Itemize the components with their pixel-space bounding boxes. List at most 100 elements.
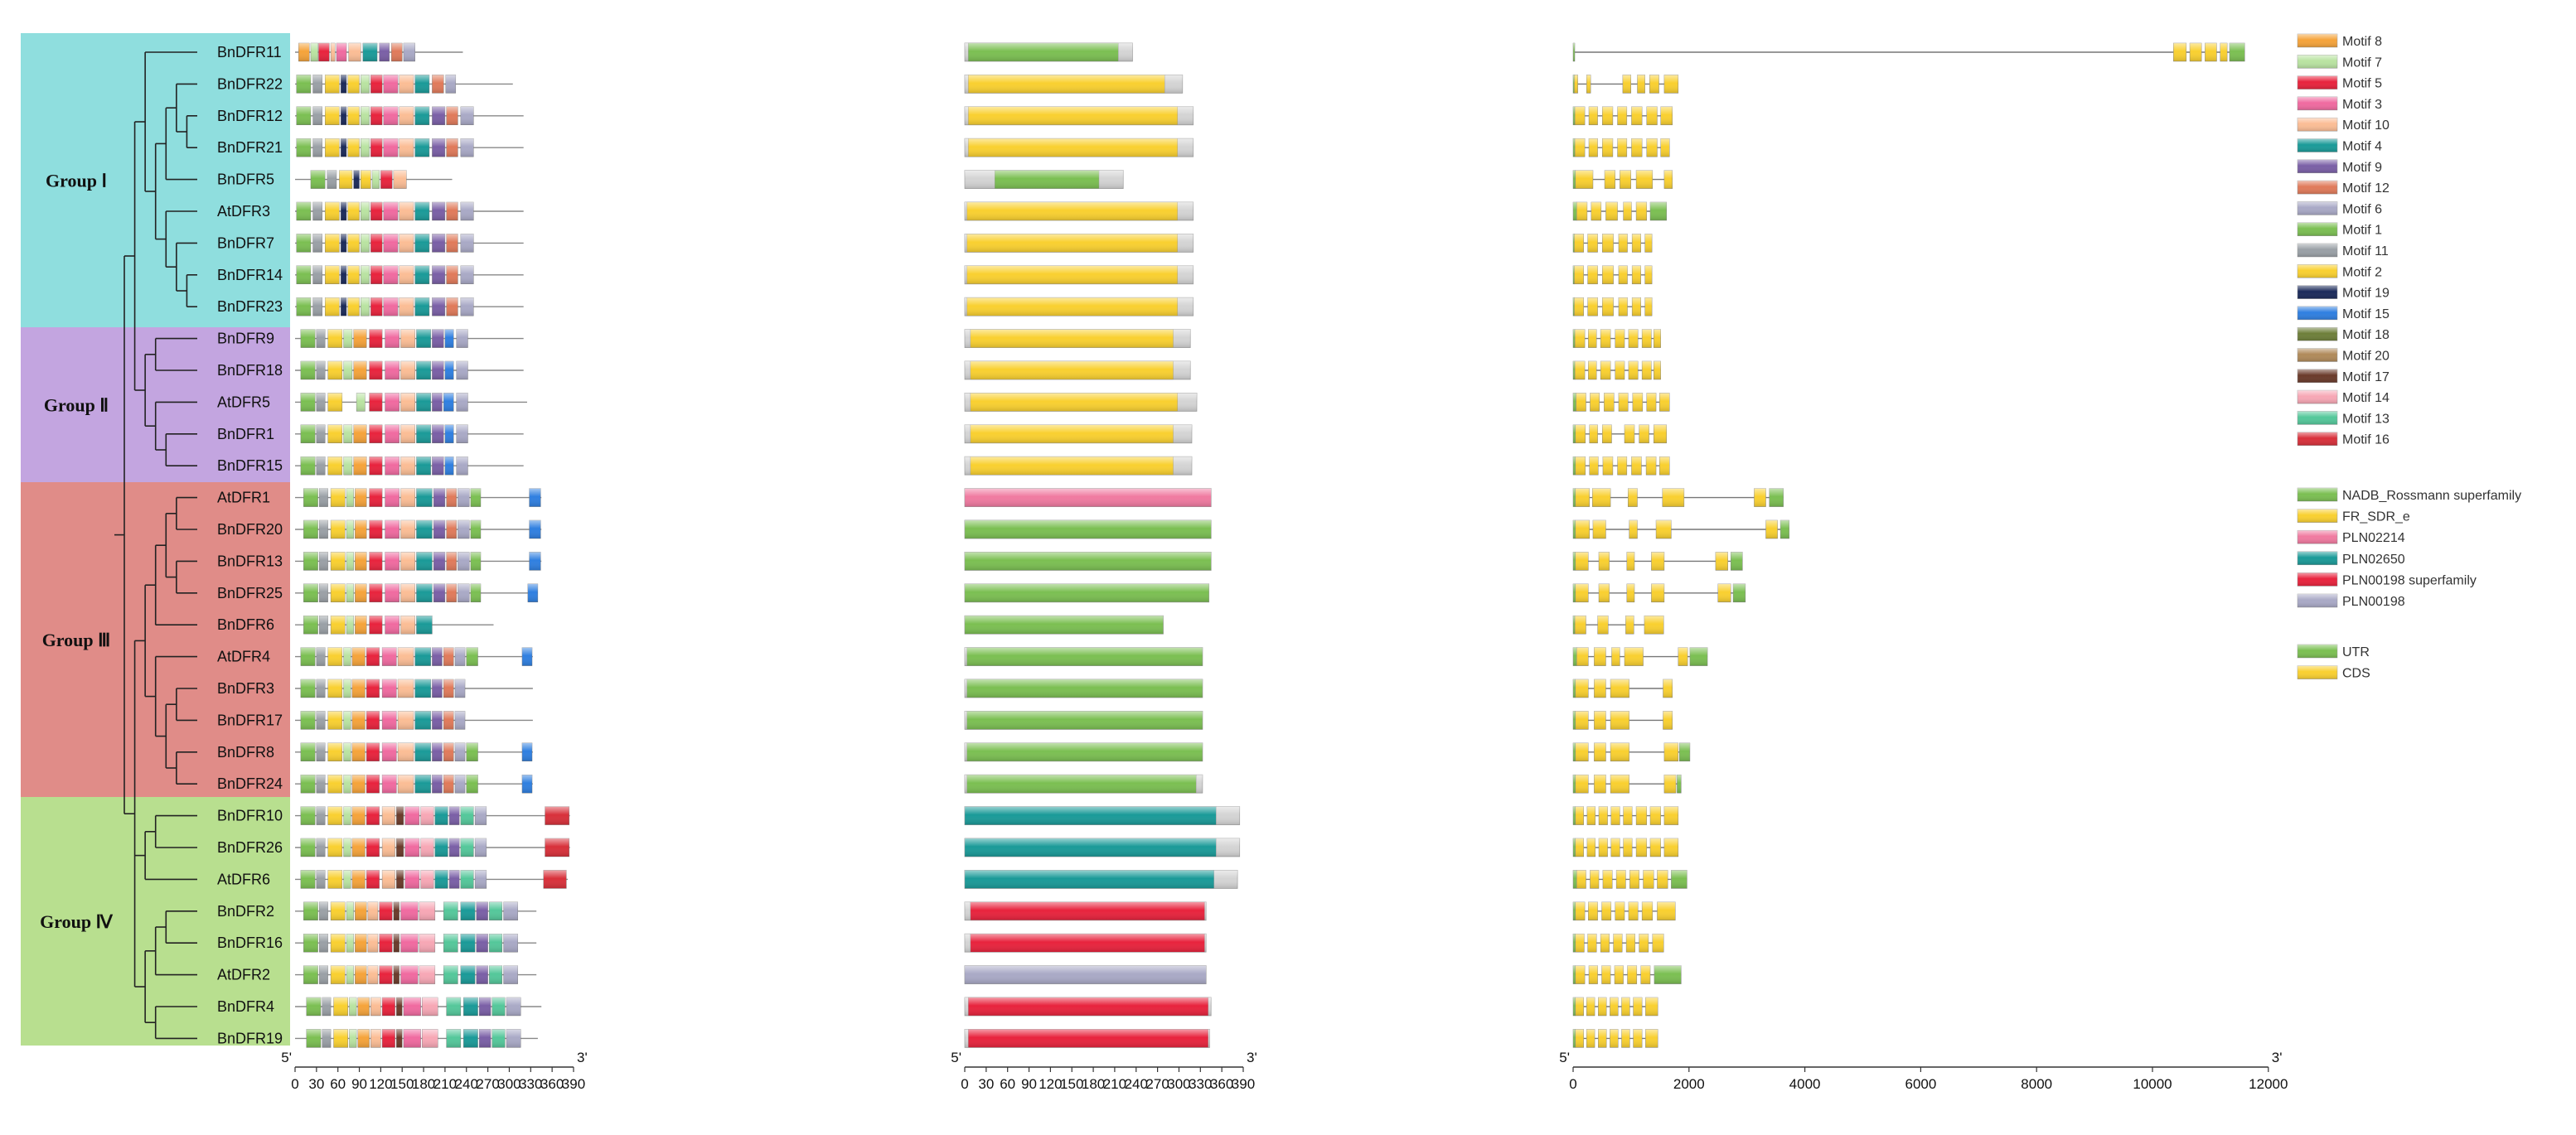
- group-panel-3: [21, 482, 290, 797]
- motif-shade: [369, 616, 383, 635]
- domain-shade: [968, 1029, 1208, 1048]
- gene-tick-label: 8000: [2021, 1076, 2052, 1092]
- exon-shade: [1625, 647, 1644, 666]
- legend-label: PLN02650: [2342, 553, 2405, 567]
- motif-shade: [396, 806, 404, 825]
- legend-label: Motif 19: [2342, 287, 2390, 301]
- legend-swatch-shade: [2298, 369, 2337, 383]
- motif-shade: [385, 616, 399, 635]
- motif-shade: [341, 106, 347, 125]
- exon-shade: [1594, 775, 1606, 794]
- motif-shade: [414, 265, 429, 284]
- motif-shade: [316, 775, 326, 794]
- motif-shade: [503, 965, 518, 984]
- exon-shade: [1573, 393, 1576, 412]
- motif-shade: [445, 75, 456, 94]
- exon-shade: [1573, 742, 1576, 761]
- motif-shade: [370, 265, 383, 284]
- exon-shade: [1644, 265, 1653, 284]
- legend-swatch-shade: [2298, 34, 2337, 47]
- exon-shade: [1642, 361, 1652, 379]
- exon-shade: [1663, 775, 1677, 794]
- exon-shade: [1621, 1029, 1630, 1048]
- group-label: Group Ⅱ: [44, 395, 109, 416]
- motif-shade: [545, 838, 569, 857]
- exon-shade: [1587, 297, 1598, 316]
- motif-shade: [327, 838, 342, 857]
- legend-label: Motif 6: [2342, 202, 2382, 216]
- exon-shade: [1652, 934, 1664, 953]
- motif-shade: [454, 742, 466, 761]
- motif-shade: [399, 75, 414, 94]
- exon-shade: [1573, 775, 1576, 794]
- motif-shade: [316, 329, 326, 348]
- legend-label: PLN00198 superfamily: [2342, 573, 2477, 587]
- motif-shade: [432, 138, 445, 157]
- motif-shade: [366, 647, 380, 666]
- motif-shade: [454, 711, 466, 730]
- motif-shade: [460, 870, 474, 889]
- motif-shade: [416, 616, 433, 635]
- motif-shade: [414, 202, 429, 220]
- motif-shade: [475, 806, 487, 825]
- legend-label: Motif 16: [2342, 433, 2390, 447]
- motif-shade: [383, 265, 399, 284]
- gene-label: BnDFR18: [217, 362, 283, 379]
- motif-shade: [489, 965, 502, 984]
- exon-shade: [2205, 43, 2217, 61]
- exon-shade: [1589, 138, 1598, 157]
- gene-label: BnDFR5: [217, 171, 274, 188]
- legend-label: Motif 2: [2342, 265, 2382, 279]
- motif-shade: [460, 202, 474, 220]
- exon-shade: [1628, 901, 1639, 920]
- exon-shade: [1632, 393, 1643, 412]
- motif-shade: [432, 234, 445, 253]
- motif-shade: [385, 456, 399, 476]
- exon-shade: [1632, 297, 1641, 316]
- exon-shade: [1602, 234, 1614, 253]
- exon-shade: [1573, 488, 1576, 507]
- motif-shade: [400, 456, 415, 476]
- domain-shade: [970, 424, 1174, 443]
- motif-shade: [369, 552, 383, 571]
- legend-swatch-shade: [2298, 488, 2337, 501]
- motif-shade: [327, 170, 337, 189]
- domain-shade: [970, 456, 1174, 476]
- legend-label: UTR: [2342, 645, 2370, 659]
- motif-shade: [355, 965, 367, 984]
- domain-shade: [970, 329, 1174, 348]
- domain-shade: [966, 234, 1178, 253]
- motif-shade: [383, 202, 399, 220]
- motif-shade: [399, 234, 414, 253]
- exon-shade: [1769, 488, 1784, 507]
- exon-shade: [1613, 934, 1623, 953]
- motif-shade: [446, 297, 458, 316]
- motif-shade: [300, 679, 316, 698]
- motif-shade: [446, 234, 458, 253]
- exon-shade: [1587, 265, 1598, 284]
- motif-shade: [432, 393, 443, 412]
- legend-swatch-shade: [2298, 327, 2337, 341]
- domain-shade: [966, 679, 1203, 698]
- domain-tick-label: 60: [1000, 1076, 1015, 1092]
- motif-shade: [343, 742, 351, 761]
- motif-shade: [434, 838, 448, 857]
- motif-shade: [446, 552, 457, 571]
- gene-label: BnDFR8: [217, 744, 274, 761]
- motif-shade: [460, 297, 474, 316]
- motif-shade: [383, 75, 399, 94]
- exon-shade: [1575, 838, 1584, 857]
- legend-swatch-shade: [2298, 181, 2337, 195]
- motif-shade: [369, 361, 383, 379]
- motif-shade: [380, 170, 393, 189]
- motif-panel: [295, 42, 570, 1048]
- exon-shade: [1626, 583, 1634, 602]
- motif-shade: [414, 647, 431, 666]
- motif-shade: [379, 901, 393, 920]
- motif-shade: [400, 583, 415, 602]
- motif-shade: [454, 775, 466, 794]
- exon-shade: [1600, 934, 1610, 953]
- motif-shade: [400, 520, 415, 539]
- domain-shade: [965, 806, 1217, 825]
- exon-shade: [1576, 870, 1586, 889]
